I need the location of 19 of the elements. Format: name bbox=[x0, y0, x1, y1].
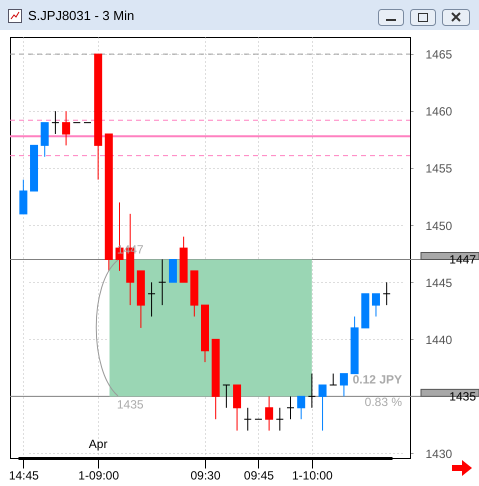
y-tick-label: 1460 bbox=[426, 104, 453, 119]
x-tick-label: 14:45 bbox=[8, 468, 40, 482]
annotation: 1435 bbox=[116, 397, 144, 412]
y-tick-label: 1430 bbox=[426, 446, 453, 461]
x-tick-label: 1-10:00 bbox=[292, 468, 334, 482]
y-tick-label: 1465 bbox=[426, 48, 453, 62]
y-tick-label: 1455 bbox=[426, 162, 453, 176]
y-tick-label: 1450 bbox=[426, 218, 453, 233]
annotation: 1447 bbox=[116, 242, 144, 256]
chart-title: S.JPJ8031 - 3 Min bbox=[28, 8, 134, 23]
annotation: 0.83 % bbox=[364, 395, 402, 410]
ref-line-label: 1435 bbox=[449, 389, 476, 404]
x-tick-label: 09:30 bbox=[190, 468, 221, 482]
y-tick-label: 1440 bbox=[426, 332, 453, 347]
annotation: Apr bbox=[88, 437, 108, 451]
x-tick-label: 09:45 bbox=[244, 468, 274, 482]
x-tick-label: 1-09:00 bbox=[78, 468, 120, 482]
annotation: 0.12 JPY bbox=[352, 372, 402, 386]
y-tick-label: 1445 bbox=[426, 276, 453, 290]
